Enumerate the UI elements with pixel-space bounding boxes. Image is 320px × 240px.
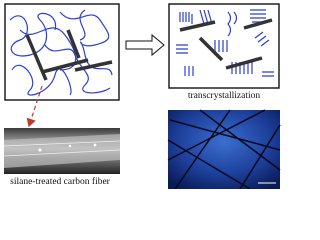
micrograph <box>167 109 281 189</box>
page: {"panels": {"top_right_label": "transcry… <box>3 3 281 189</box>
dashed-arrow <box>26 85 43 128</box>
arrow <box>125 33 165 57</box>
melt-schematic <box>4 3 120 101</box>
label-silane-fiber: silane-treated carbon fiber <box>10 176 111 187</box>
sem-image <box>3 128 121 174</box>
label-transcrystallization: transcrystallization <box>188 91 261 101</box>
diagram: transcrystallization silane-treated carb… <box>3 3 281 189</box>
transcrystal-schematic <box>168 3 280 89</box>
